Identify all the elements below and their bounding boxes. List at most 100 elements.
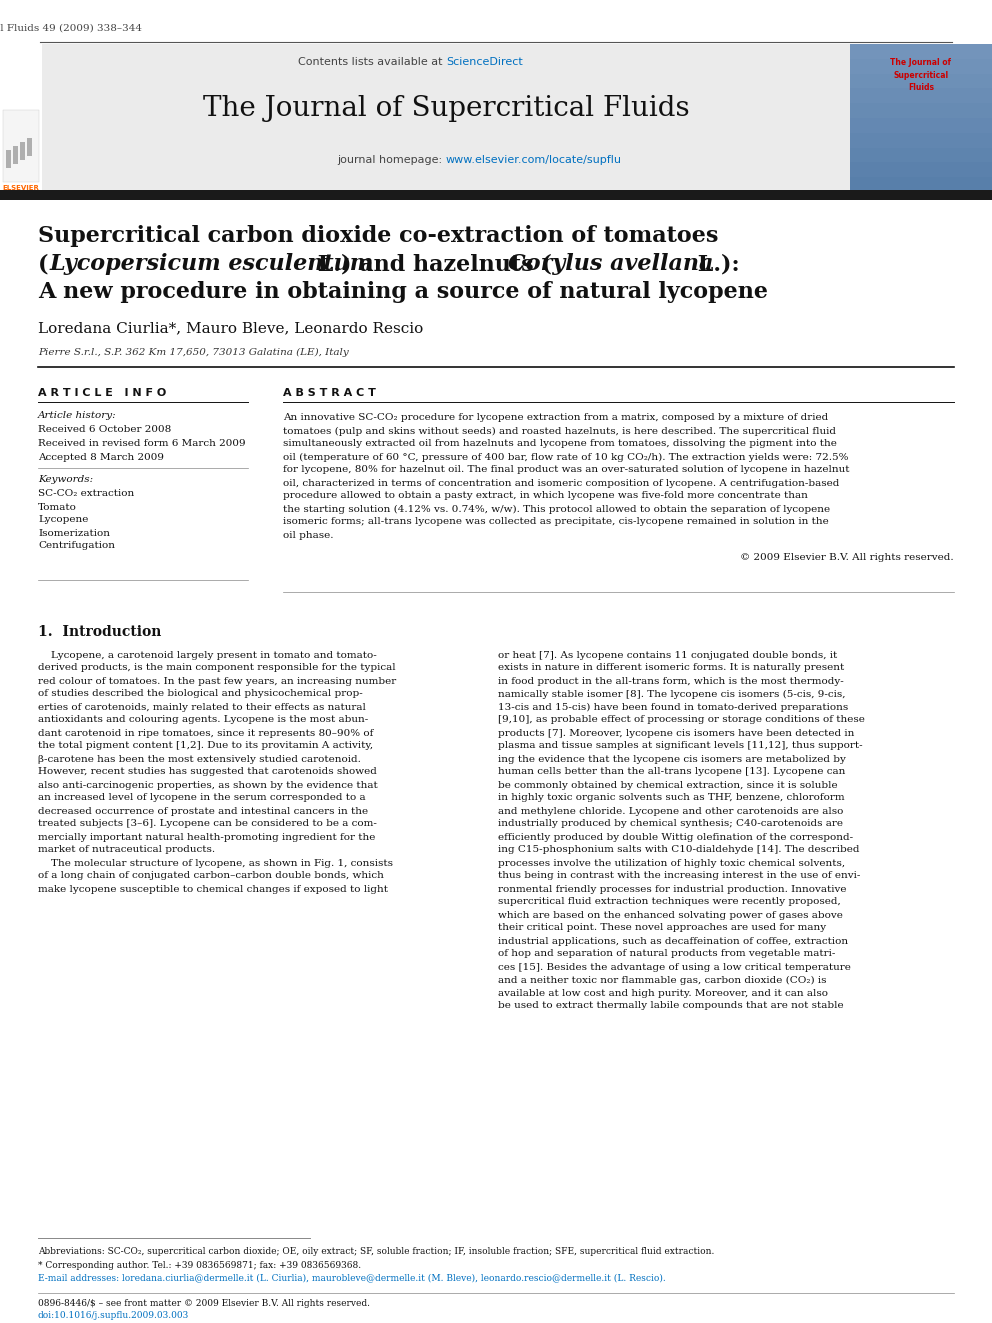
Text: for lycopene, 80% for hazelnut oil. The final product was an over-saturated solu: for lycopene, 80% for hazelnut oil. The … xyxy=(283,466,849,475)
Text: mercially important natural health-promoting ingredient for the: mercially important natural health-promo… xyxy=(38,832,375,841)
Text: supercritical fluid extraction techniques were recently proposed,: supercritical fluid extraction technique… xyxy=(498,897,841,906)
Text: be used to extract thermally labile compounds that are not stable: be used to extract thermally labile comp… xyxy=(498,1002,843,1011)
Text: namically stable isomer [8]. The lycopene cis isomers (5-cis, 9-cis,: namically stable isomer [8]. The lycopen… xyxy=(498,689,845,699)
Text: an increased level of lycopene in the serum corresponded to a: an increased level of lycopene in the se… xyxy=(38,794,366,803)
Text: or heat [7]. As lycopene contains 11 conjugated double bonds, it: or heat [7]. As lycopene contains 11 con… xyxy=(498,651,837,659)
Text: which are based on the enhanced solvating power of gases above: which are based on the enhanced solvatin… xyxy=(498,910,843,919)
Text: β-carotene has been the most extensively studied carotenoid.: β-carotene has been the most extensively… xyxy=(38,754,361,763)
Text: tomatoes (pulp and skins without seeds) and roasted hazelnuts, is here described: tomatoes (pulp and skins without seeds) … xyxy=(283,426,836,435)
Text: The Journal of Supercritical Fluids: The Journal of Supercritical Fluids xyxy=(202,94,689,122)
Text: the total pigment content [1,2]. Due to its provitamin A activity,: the total pigment content [1,2]. Due to … xyxy=(38,741,373,750)
Text: dant carotenoid in ripe tomatoes, since it represents 80–90% of: dant carotenoid in ripe tomatoes, since … xyxy=(38,729,373,737)
Text: and a neither toxic nor flammable gas, carbon dioxide (CO₂) is: and a neither toxic nor flammable gas, c… xyxy=(498,975,826,984)
Text: E-mail addresses: loredana.ciurlia@dermelle.it (L. Ciurlia), maurobleve@dermelle: E-mail addresses: loredana.ciurlia@derme… xyxy=(38,1274,666,1282)
Text: erties of carotenoids, mainly related to their effects as natural: erties of carotenoids, mainly related to… xyxy=(38,703,366,712)
Bar xyxy=(0,44,42,192)
Text: simultaneously extracted oil from hazelnuts and lycopene from tomatoes, dissolvi: simultaneously extracted oil from hazeln… xyxy=(283,439,837,448)
Text: Keywords:: Keywords: xyxy=(38,475,93,484)
Bar xyxy=(850,148,992,163)
Text: isomeric forms; all-trans lycopene was collected as precipitate, cis-lycopene re: isomeric forms; all-trans lycopene was c… xyxy=(283,517,828,527)
Text: available at low cost and high purity. Moreover, and it can also: available at low cost and high purity. M… xyxy=(498,988,828,998)
Text: (: ( xyxy=(38,253,49,275)
Text: market of nutraceutical products.: market of nutraceutical products. xyxy=(38,845,215,855)
Text: in highly toxic organic solvents such as THF, benzene, chloroform: in highly toxic organic solvents such as… xyxy=(498,794,844,803)
Text: SC-CO₂ extraction: SC-CO₂ extraction xyxy=(38,490,134,499)
Text: * Corresponding author. Tel.: +39 0836569871; fax: +39 0836569368.: * Corresponding author. Tel.: +39 083656… xyxy=(38,1261,361,1270)
Bar xyxy=(850,74,992,89)
Text: antioxidants and colouring agents. Lycopene is the most abun-: antioxidants and colouring agents. Lycop… xyxy=(38,716,368,725)
Text: of studies described the biological and physicochemical prop-: of studies described the biological and … xyxy=(38,689,363,699)
Bar xyxy=(850,89,992,103)
Text: industrial applications, such as decaffeination of coffee, extraction: industrial applications, such as decaffe… xyxy=(498,937,848,946)
Text: ScienceDirect: ScienceDirect xyxy=(446,57,523,67)
Text: Pierre S.r.l., S.P. 362 Km 17,650, 73013 Galatina (LE), Italy: Pierre S.r.l., S.P. 362 Km 17,650, 73013… xyxy=(38,348,349,357)
Bar xyxy=(13,146,18,164)
Text: oil (temperature of 60 °C, pressure of 400 bar, flow rate of 10 kg CO₂/h). The e: oil (temperature of 60 °C, pressure of 4… xyxy=(283,452,848,462)
Bar xyxy=(850,58,992,74)
Text: Tomato: Tomato xyxy=(38,503,76,512)
Bar xyxy=(850,177,992,192)
Text: of hop and separation of natural products from vegetable matri-: of hop and separation of natural product… xyxy=(498,950,835,958)
Text: and methylene chloride. Lycopene and other carotenoids are also: and methylene chloride. Lycopene and oth… xyxy=(498,807,843,815)
Text: ing C15-phosphonium salts with C10-dialdehyde [14]. The described: ing C15-phosphonium salts with C10-diald… xyxy=(498,845,859,855)
Text: Abbreviations: SC-CO₂, supercritical carbon dioxide; OE, oily extract; SF, solub: Abbreviations: SC-CO₂, supercritical car… xyxy=(38,1248,714,1257)
Text: Lycopene: Lycopene xyxy=(38,516,88,524)
Bar xyxy=(42,44,850,192)
Text: exists in nature in different isomeric forms. It is naturally present: exists in nature in different isomeric f… xyxy=(498,664,844,672)
Text: A new procedure in obtaining a source of natural lycopene: A new procedure in obtaining a source of… xyxy=(38,280,768,303)
Text: industrially produced by chemical synthesis; C40-carotenoids are: industrially produced by chemical synthe… xyxy=(498,819,843,828)
Text: Lycopene, a carotenoid largely present in tomato and tomato-: Lycopene, a carotenoid largely present i… xyxy=(38,651,377,659)
Text: Accepted 8 March 2009: Accepted 8 March 2009 xyxy=(38,454,164,463)
Text: treated subjects [3–6]. Lycopene can be considered to be a com-: treated subjects [3–6]. Lycopene can be … xyxy=(38,819,377,828)
Text: [9,10], as probable effect of processing or storage conditions of these: [9,10], as probable effect of processing… xyxy=(498,716,865,725)
Bar xyxy=(0,191,992,200)
Bar xyxy=(6,149,11,168)
Text: oil phase.: oil phase. xyxy=(283,531,333,540)
Text: ces [15]. Besides the advantage of using a low critical temperature: ces [15]. Besides the advantage of using… xyxy=(498,963,851,971)
Text: red colour of tomatoes. In the past few years, an increasing number: red colour of tomatoes. In the past few … xyxy=(38,676,396,685)
Bar xyxy=(850,132,992,148)
Text: 1.  Introduction: 1. Introduction xyxy=(38,624,162,639)
Text: Loredana Ciurlia*, Mauro Bleve, Leonardo Rescio: Loredana Ciurlia*, Mauro Bleve, Leonardo… xyxy=(38,321,424,335)
Text: Corylus avellana: Corylus avellana xyxy=(508,253,713,275)
Text: be commonly obtained by chemical extraction, since it is soluble: be commonly obtained by chemical extract… xyxy=(498,781,837,790)
Text: Received in revised form 6 March 2009: Received in revised form 6 March 2009 xyxy=(38,439,246,448)
Text: decreased occurrence of prostate and intestinal cancers in the: decreased occurrence of prostate and int… xyxy=(38,807,368,815)
Bar xyxy=(20,142,25,160)
Text: L.) and hazelnuts (: L.) and hazelnuts ( xyxy=(310,253,552,275)
Text: of a long chain of conjugated carbon–carbon double bonds, which: of a long chain of conjugated carbon–car… xyxy=(38,872,384,881)
Text: Contents lists available at: Contents lists available at xyxy=(298,57,446,67)
Text: However, recent studies has suggested that carotenoids showed: However, recent studies has suggested th… xyxy=(38,767,377,777)
Text: human cells better than the all-trans lycopene [13]. Lycopene can: human cells better than the all-trans ly… xyxy=(498,767,845,777)
Text: 13-cis and 15-cis) have been found in tomato-derived preparations: 13-cis and 15-cis) have been found in to… xyxy=(498,703,848,712)
Text: in food product in the all-trans form, which is the most thermody-: in food product in the all-trans form, w… xyxy=(498,676,844,685)
Text: ronmental friendly processes for industrial production. Innovative: ronmental friendly processes for industr… xyxy=(498,885,846,893)
Text: products [7]. Moreover, lycopene cis isomers have been detected in: products [7]. Moreover, lycopene cis iso… xyxy=(498,729,854,737)
Text: An innovative SC-CO₂ procedure for lycopene extraction from a matrix, composed b: An innovative SC-CO₂ procedure for lycop… xyxy=(283,414,828,422)
Text: Lycopersicum esculentum: Lycopersicum esculentum xyxy=(50,253,374,275)
Text: Received 6 October 2008: Received 6 October 2008 xyxy=(38,426,172,434)
Text: 0896-8446/$ – see front matter © 2009 Elsevier B.V. All rights reserved.: 0896-8446/$ – see front matter © 2009 El… xyxy=(38,1298,370,1307)
Text: also anti-carcinogenic properties, as shown by the evidence that: also anti-carcinogenic properties, as sh… xyxy=(38,781,378,790)
Text: © 2009 Elsevier B.V. All rights reserved.: © 2009 Elsevier B.V. All rights reserved… xyxy=(740,553,954,562)
Text: The molecular structure of lycopene, as shown in Fig. 1, consists: The molecular structure of lycopene, as … xyxy=(38,859,393,868)
Text: plasma and tissue samples at significant levels [11,12], thus support-: plasma and tissue samples at significant… xyxy=(498,741,863,750)
Text: procedure allowed to obtain a pasty extract, in which lycopene was five-fold mor: procedure allowed to obtain a pasty extr… xyxy=(283,492,807,500)
Bar xyxy=(850,44,992,192)
Bar xyxy=(850,103,992,118)
Text: processes involve the utilization of highly toxic chemical solvents,: processes involve the utilization of hig… xyxy=(498,859,845,868)
Text: doi:10.1016/j.supflu.2009.03.003: doi:10.1016/j.supflu.2009.03.003 xyxy=(38,1311,189,1319)
Bar xyxy=(850,163,992,177)
Bar xyxy=(27,138,32,156)
Text: The Journal of
Supercritical
Fluids: The Journal of Supercritical Fluids xyxy=(891,58,951,93)
Text: make lycopene susceptible to chemical changes if exposed to light: make lycopene susceptible to chemical ch… xyxy=(38,885,388,893)
Text: J. of Supercritical Fluids 49 (2009) 338–344: J. of Supercritical Fluids 49 (2009) 338… xyxy=(0,24,143,33)
Bar xyxy=(3,110,39,183)
Text: efficiently produced by double Wittig olefination of the correspond-: efficiently produced by double Wittig ol… xyxy=(498,832,853,841)
Text: derived products, is the main component responsible for the typical: derived products, is the main component … xyxy=(38,664,396,672)
Text: the starting solution (4.12% vs. 0.74%, w/w). This protocol allowed to obtain th: the starting solution (4.12% vs. 0.74%, … xyxy=(283,504,830,513)
Text: Centrifugation: Centrifugation xyxy=(38,541,115,550)
Text: ELSEVIER: ELSEVIER xyxy=(3,185,40,191)
Text: www.elsevier.com/locate/supflu: www.elsevier.com/locate/supflu xyxy=(446,155,622,165)
Text: Supercritical carbon dioxide co-extraction of tomatoes: Supercritical carbon dioxide co-extracti… xyxy=(38,225,718,247)
